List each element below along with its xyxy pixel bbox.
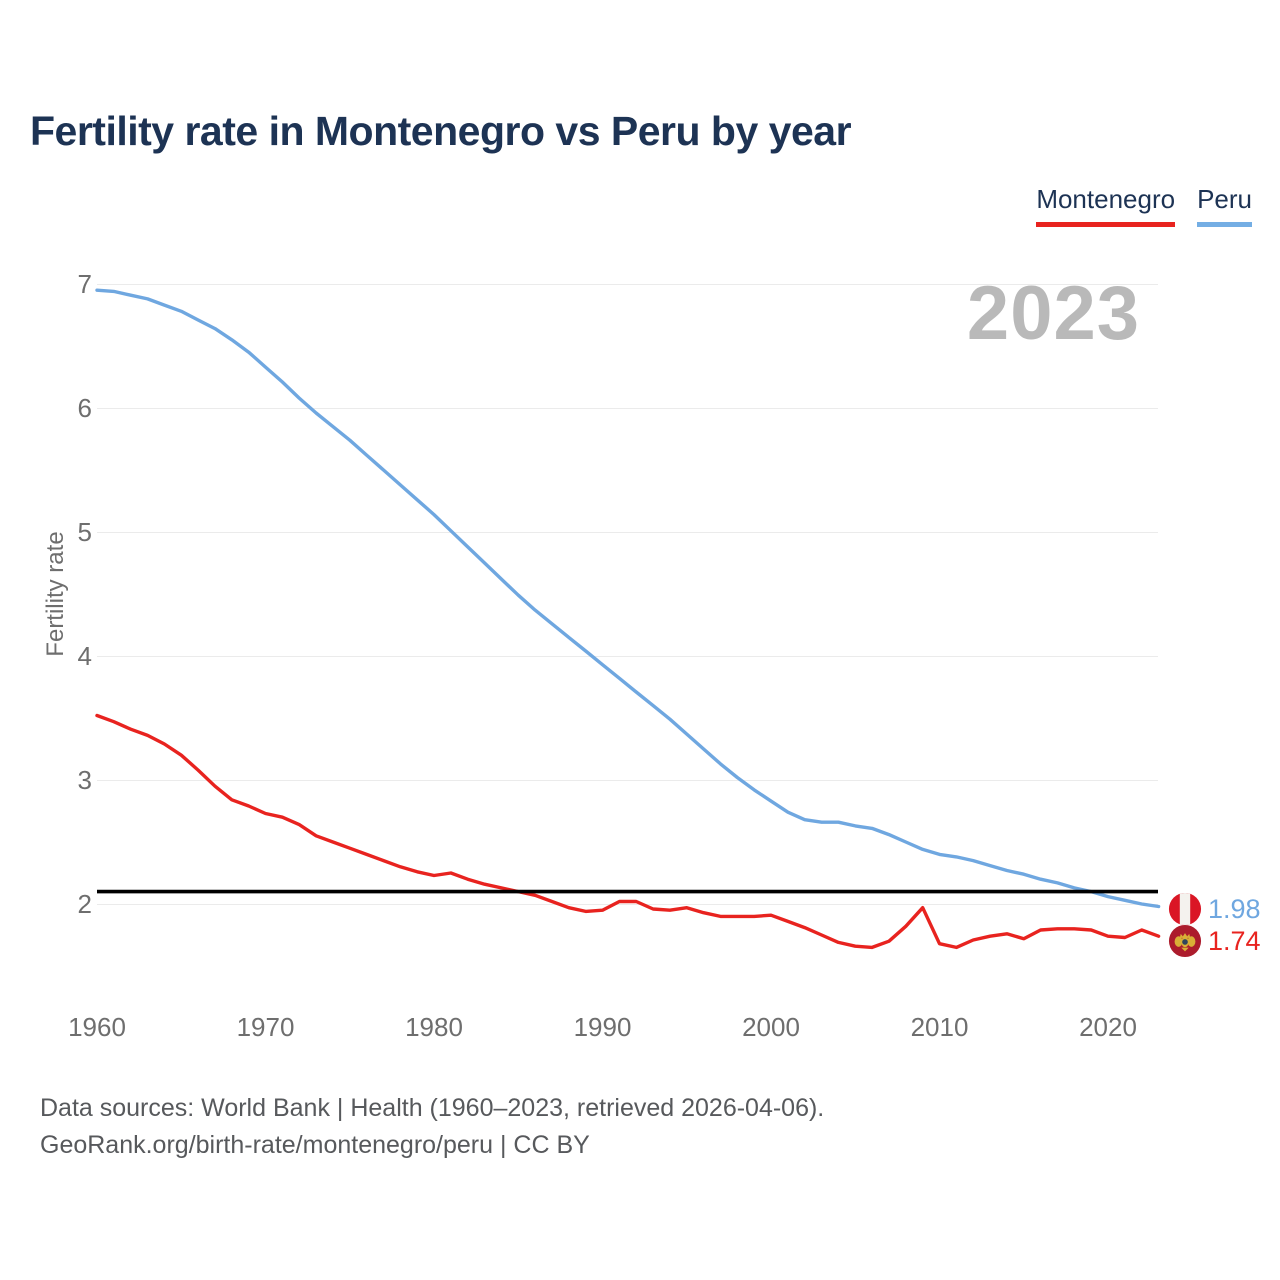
gridline xyxy=(97,780,1158,781)
page-title: Fertility rate in Montenegro vs Peru by … xyxy=(30,108,852,154)
x-tick-label: 2020 xyxy=(1079,1012,1137,1042)
legend-item-montenegro[interactable]: Montenegro xyxy=(1036,184,1176,227)
x-tick-label: 2010 xyxy=(910,1012,969,1042)
gridline xyxy=(97,904,1158,905)
gridline xyxy=(97,656,1158,657)
x-tick-label: 2000 xyxy=(742,1012,800,1042)
legend-item-peru[interactable]: Peru xyxy=(1197,184,1252,227)
x-tick-label: 1980 xyxy=(405,1012,463,1042)
y-tick-label: 2 xyxy=(77,889,92,919)
y-tick-label: 7 xyxy=(77,269,92,299)
peru-end-value: 1.98 xyxy=(1208,894,1261,924)
source-line-2: GeoRank.org/birth-rate/montenegro/peru |… xyxy=(40,1131,590,1159)
gridline xyxy=(97,284,1158,285)
legend: Montenegro Peru xyxy=(1036,184,1252,227)
montenegro-flag-icon xyxy=(1168,924,1202,958)
x-tick-label: 1990 xyxy=(573,1012,632,1042)
source-line-1: Data sources: World Bank | Health (1960–… xyxy=(40,1094,825,1122)
year-watermark: 2023 xyxy=(966,271,1140,356)
x-tick-label: 1970 xyxy=(236,1012,295,1042)
y-tick-label: 5 xyxy=(77,517,92,547)
gridline xyxy=(97,408,1158,409)
gridline xyxy=(97,532,1158,533)
y-tick-label: 3 xyxy=(77,765,92,795)
montenegro-line-series[interactable] xyxy=(95,713,1161,950)
montenegro-end-value: 1.74 xyxy=(1208,926,1261,956)
data-source-note: Data sources: World Bank | Health (1960–… xyxy=(40,1090,824,1164)
y-tick-label: 6 xyxy=(77,393,92,423)
peru-flag-icon xyxy=(1168,892,1202,926)
x-tick-label: 1960 xyxy=(68,1012,126,1042)
peru-line-series[interactable] xyxy=(95,288,1161,909)
y-tick-label: 4 xyxy=(77,641,92,671)
